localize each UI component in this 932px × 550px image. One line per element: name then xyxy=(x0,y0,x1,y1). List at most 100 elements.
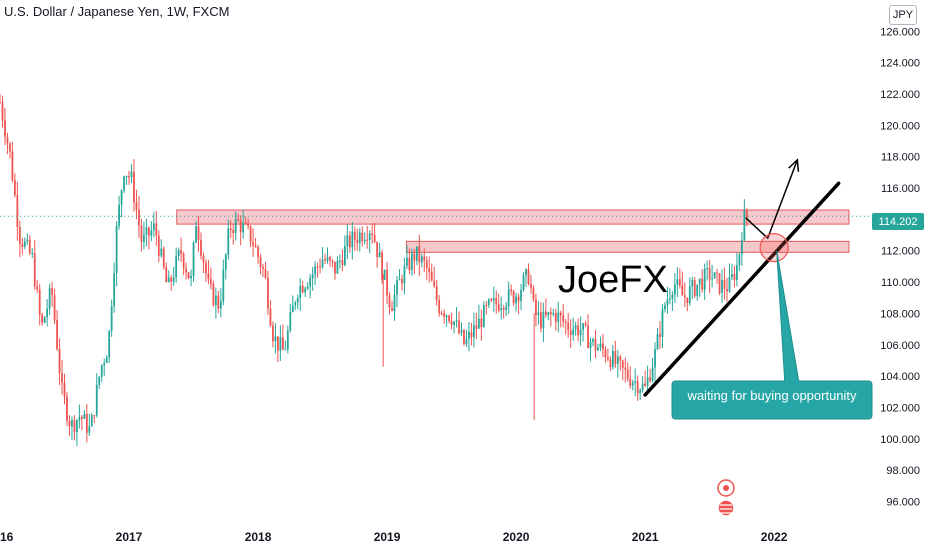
candle-body xyxy=(113,273,116,307)
candle-body xyxy=(386,269,388,296)
time-tick-label: 2018 xyxy=(245,530,272,544)
candle-body xyxy=(224,254,227,270)
drawings xyxy=(643,158,841,397)
resistance-zones xyxy=(176,209,850,253)
candle-body xyxy=(88,426,91,433)
candle-body xyxy=(723,280,726,290)
candle-body xyxy=(0,101,1,103)
candle-body xyxy=(38,289,41,315)
candle-body xyxy=(544,311,547,316)
candle-body xyxy=(634,381,637,383)
candle-body xyxy=(366,239,369,241)
price-tick-label: 100.000 xyxy=(880,434,920,446)
candle-body xyxy=(455,320,458,322)
price-tick-label: 126.000 xyxy=(880,26,920,38)
candle-body xyxy=(410,253,413,271)
candle-body xyxy=(659,334,661,337)
candle-body xyxy=(165,267,168,283)
candle-body xyxy=(562,315,565,322)
candle-body xyxy=(577,325,580,336)
candle-body xyxy=(696,284,699,296)
candle-body xyxy=(423,256,426,261)
candle-body xyxy=(304,288,307,293)
time-axis[interactable]: 2016 2017 2018 2019 2020 2021 2022 xyxy=(0,530,788,544)
candle-body xyxy=(664,305,666,310)
candle-body xyxy=(728,276,731,292)
candle-body xyxy=(219,301,222,309)
candle-body xyxy=(475,325,478,329)
candle-body xyxy=(321,259,324,268)
candle-body xyxy=(480,318,483,327)
candle-body xyxy=(463,329,465,345)
flag-us-icon[interactable] xyxy=(717,499,735,517)
candle-body xyxy=(343,245,346,266)
price-axis[interactable]: 96.000 98.000 100.000 102.000 104.000 106.000… xyxy=(880,26,920,508)
candle-body xyxy=(6,136,9,144)
price-tick-label: 96.000 xyxy=(886,496,920,508)
price-tick-label: 106.000 xyxy=(880,340,920,352)
candle-body xyxy=(535,299,537,316)
candle-body xyxy=(68,420,71,427)
candle-body xyxy=(428,268,431,272)
candle-body xyxy=(130,171,133,178)
candle-body xyxy=(48,288,51,309)
candle-body xyxy=(468,332,470,339)
candle-body xyxy=(334,261,336,274)
candle-body xyxy=(393,294,396,311)
candle-body xyxy=(26,239,29,242)
candle-body xyxy=(604,349,607,358)
candle-body xyxy=(542,311,545,329)
candle-body xyxy=(16,195,19,228)
chart-title: U.S. Dollar / Japanese Yen, 1W, FXCM xyxy=(4,4,230,19)
candle-body xyxy=(66,396,68,421)
candle-body xyxy=(626,369,629,379)
candle-body xyxy=(133,171,135,203)
candle-body xyxy=(341,260,344,266)
candle-body xyxy=(383,269,386,280)
candle-body xyxy=(33,253,36,287)
candle-body xyxy=(4,120,6,137)
candle-body xyxy=(636,381,639,394)
candle-body xyxy=(505,306,508,310)
candle-body xyxy=(368,233,371,241)
candle-body xyxy=(177,250,180,257)
candle-body xyxy=(740,240,743,255)
candle-body xyxy=(214,295,217,305)
candle-body xyxy=(11,151,14,181)
candle-body xyxy=(460,329,463,333)
candle-body xyxy=(197,226,200,241)
candle-body xyxy=(500,308,503,311)
candle-body xyxy=(145,227,148,235)
candle-body xyxy=(540,312,542,329)
candle-body xyxy=(324,259,326,261)
resistance-zone xyxy=(176,209,850,225)
candle-body xyxy=(90,415,93,427)
candle-body xyxy=(477,318,480,329)
candle-body xyxy=(272,325,274,342)
event-icons[interactable] xyxy=(717,479,735,517)
candle-body xyxy=(554,312,557,322)
callout-text: waiting for buying opportunity xyxy=(686,388,857,403)
candle-body xyxy=(609,359,612,368)
candle-body xyxy=(602,343,604,350)
candle-body xyxy=(738,254,741,266)
candle-body xyxy=(698,278,701,285)
candle-body xyxy=(207,273,210,279)
candle-body xyxy=(103,362,106,366)
candle-body xyxy=(552,312,555,315)
candle-body xyxy=(150,230,153,236)
candle-body xyxy=(639,390,642,394)
candle-body xyxy=(388,295,391,308)
candle-body xyxy=(140,225,143,242)
candle-body xyxy=(726,289,728,292)
candle-body xyxy=(599,343,602,348)
candle-body xyxy=(78,416,81,421)
candle-body xyxy=(611,351,614,368)
last-price-label: 114.202 xyxy=(879,216,918,228)
candle-body xyxy=(654,349,656,368)
candle-body xyxy=(264,268,267,278)
candle-body xyxy=(309,278,312,287)
candle-body xyxy=(239,220,242,233)
currency-button[interactable]: JPY xyxy=(889,5,917,25)
